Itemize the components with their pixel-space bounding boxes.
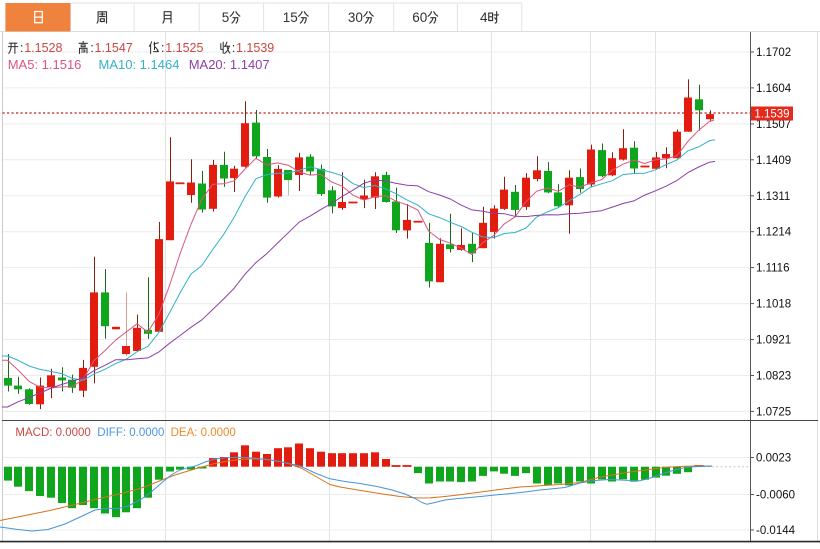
svg-text::: : — [161, 40, 165, 55]
svg-text:1.1604: 1.1604 — [756, 83, 792, 95]
svg-text::: : — [90, 40, 94, 55]
svg-text:1.1702: 1.1702 — [756, 47, 791, 59]
svg-text:-0.0060: -0.0060 — [756, 490, 795, 502]
svg-text:5: 5 — [222, 10, 230, 25]
svg-text:4: 4 — [480, 10, 488, 25]
svg-text:1.1214: 1.1214 — [756, 227, 792, 239]
svg-text::: : — [232, 40, 236, 55]
svg-text:30: 30 — [348, 10, 363, 25]
svg-text:1.1539: 1.1539 — [236, 41, 274, 55]
svg-text:1.1409: 1.1409 — [756, 155, 791, 167]
svg-text:MA10: 1.1464: MA10: 1.1464 — [99, 57, 180, 72]
svg-text:1.0823: 1.0823 — [756, 371, 791, 383]
svg-text:DIFF: 0.0000: DIFF: 0.0000 — [97, 427, 164, 439]
svg-text:MACD: 0.0000: MACD: 0.0000 — [15, 427, 90, 439]
svg-text:1.0725: 1.0725 — [756, 406, 791, 418]
svg-text:60: 60 — [412, 10, 427, 25]
svg-text::: : — [20, 40, 24, 55]
svg-text:1.1528: 1.1528 — [24, 41, 62, 55]
svg-text:0.0023: 0.0023 — [756, 453, 791, 465]
svg-text:1.1018: 1.1018 — [756, 299, 791, 311]
svg-text:1.1539: 1.1539 — [754, 109, 789, 121]
svg-text:1.1507: 1.1507 — [756, 119, 791, 131]
svg-text:15: 15 — [283, 10, 298, 25]
svg-text:1.1311: 1.1311 — [756, 191, 790, 203]
svg-text:DEA: 0.0000: DEA: 0.0000 — [171, 427, 236, 439]
svg-text:1.0921: 1.0921 — [756, 335, 791, 347]
svg-text:MA5: 1.1516: MA5: 1.1516 — [8, 57, 82, 72]
svg-text:1.1547: 1.1547 — [95, 41, 133, 55]
svg-text:1.1525: 1.1525 — [165, 41, 203, 55]
svg-text:-0.0144: -0.0144 — [756, 525, 796, 537]
svg-text:1.1116: 1.1116 — [756, 263, 789, 275]
svg-text:MA20: 1.1407: MA20: 1.1407 — [189, 57, 270, 72]
